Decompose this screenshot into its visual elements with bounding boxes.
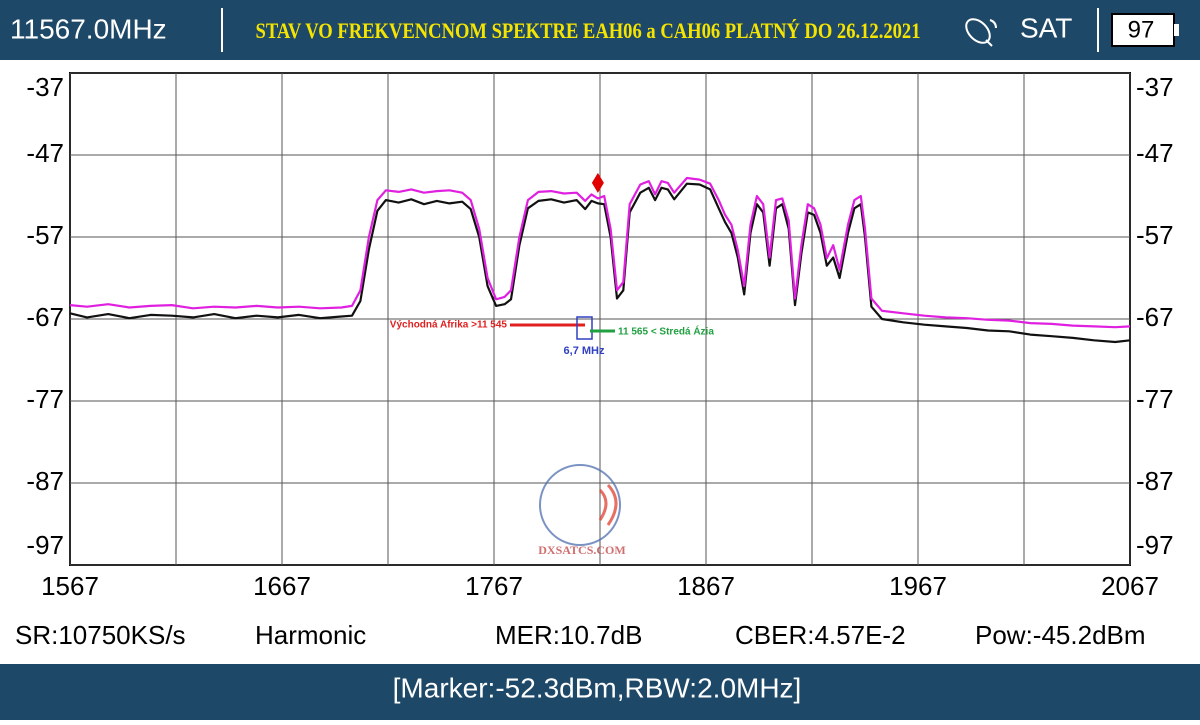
- y-tick-label: -87: [26, 466, 64, 496]
- y-tick-label: -87: [1136, 466, 1174, 496]
- y-tick-label: -37: [26, 72, 64, 102]
- status-item: Harmonic: [255, 620, 366, 650]
- y-tick-label: -97: [26, 530, 64, 560]
- watermark-waves: [598, 483, 618, 526]
- x-tick-label: 1967: [889, 571, 947, 601]
- watermark-text: DXSATCS.COM: [538, 543, 625, 557]
- y-tick-label: -67: [26, 302, 64, 332]
- y-tick-label: -77: [1136, 384, 1174, 414]
- battery-tip: [1174, 24, 1179, 36]
- mode: SAT: [1020, 12, 1072, 43]
- trace: [69, 182, 1131, 344]
- x-tick-label: 1667: [253, 571, 311, 601]
- battery: [1111, 13, 1175, 47]
- y-tick-label: -97: [1136, 530, 1174, 560]
- watermark-logo: [539, 464, 621, 546]
- status-item: MER:10.7dB: [495, 620, 642, 650]
- x-tick-label: 1867: [677, 571, 735, 601]
- title: STAV VO FREKVENCNOM SPEKTRE EAH06 a CAH0…: [256, 18, 921, 43]
- annotations: Východná Afrika >11 545 11 565 < Stredá …: [390, 316, 714, 357]
- plot: -37 -37 -47 -47 -57 -57 -67 -67 -77 -77 -87 -87 -97 -…: [26, 72, 1173, 601]
- x-tick-label: 1567: [41, 571, 99, 601]
- y-tick-label: -57: [1136, 220, 1174, 250]
- y-tick-label: -57: [26, 220, 64, 250]
- x-tick-label: 1767: [465, 571, 523, 601]
- trace: [69, 176, 1131, 329]
- y-tick-label: -37: [1136, 72, 1174, 102]
- status-row: SR:10750KS/s Harmonic MER:10.7dB CBER:4.…: [15, 620, 1146, 650]
- x-tick-label: 2067: [1101, 571, 1159, 601]
- battery-level: 97: [1128, 16, 1155, 43]
- marker: [591, 172, 604, 193]
- status-item: CBER:4.57E-2: [735, 620, 906, 650]
- y-tick-label: -47: [1136, 138, 1174, 168]
- annotation: 6,7 MHz: [564, 345, 605, 357]
- status-item: Pow:-45.2dBm: [975, 620, 1146, 650]
- y-tick-label: -47: [26, 138, 64, 168]
- footer-bar: [0, 664, 1200, 720]
- footer: [Marker:-52.3dBm,RBW:2.0MHz]: [393, 672, 802, 703]
- y-tick-label: -77: [26, 384, 64, 414]
- annotation: Východná Afrika >11 545: [390, 320, 508, 331]
- annotation-box: [576, 316, 593, 340]
- satellite-icon: [965, 18, 997, 47]
- status-item: SR:10750KS/s: [15, 620, 186, 650]
- annotation: 11 565 < Stredá Ázia: [618, 325, 714, 338]
- header-bar: [0, 0, 1200, 60]
- frequency: 11567.0MHz: [10, 13, 167, 44]
- watermark: DXSATCS.COM: [538, 464, 626, 557]
- y-tick-label: -67: [1136, 302, 1174, 332]
